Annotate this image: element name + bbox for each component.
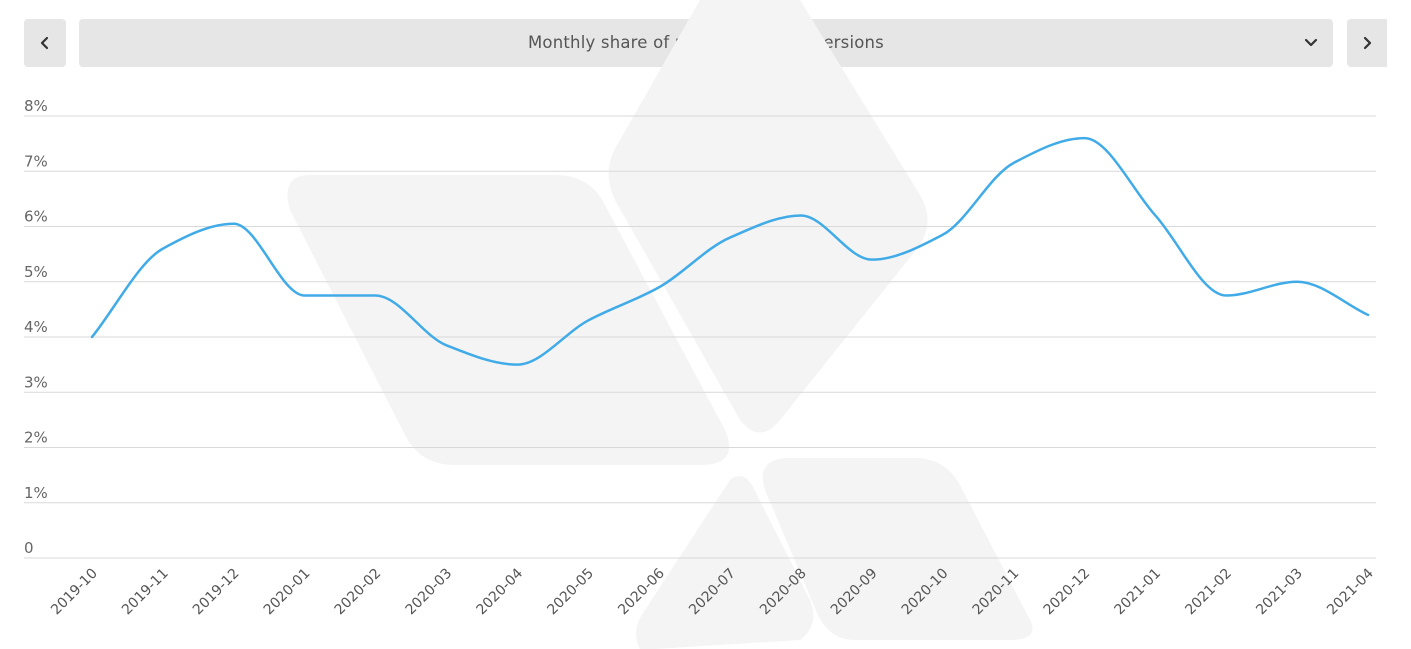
y-tick-label: 7% — [24, 152, 48, 170]
data-point-2021-04[interactable] — [1362, 309, 1374, 321]
data-point-2021-03[interactable] — [1291, 276, 1303, 288]
chevron-left-icon — [40, 36, 49, 50]
previous-chart-button[interactable] — [24, 19, 66, 67]
y-tick-label: 8% — [24, 97, 48, 115]
data-point-2019-11[interactable] — [157, 243, 169, 255]
x-tick-label: 2020-04 — [473, 565, 526, 618]
y-tick-label: 6% — [24, 208, 48, 226]
x-tick-label: 2020-05 — [544, 566, 597, 619]
data-point-2020-11[interactable] — [1008, 157, 1020, 169]
x-tick-label: 2020-03 — [403, 566, 456, 619]
data-point-2020-08[interactable] — [795, 209, 807, 221]
chevron-right-icon — [1363, 36, 1372, 50]
y-tick-label: 3% — [24, 373, 48, 391]
data-point-2021-02[interactable] — [1220, 290, 1232, 302]
x-tick-label: 2020-02 — [332, 566, 385, 619]
x-tick-label: 2021-04 — [1324, 565, 1377, 618]
y-tick-label: 5% — [24, 263, 48, 281]
data-point-2020-03[interactable] — [440, 339, 452, 351]
data-point-2021-01[interactable] — [1149, 209, 1161, 221]
data-point-2020-04[interactable] — [511, 359, 523, 371]
y-tick-label: 1% — [24, 484, 48, 502]
y-tick-label: 4% — [24, 318, 48, 336]
data-point-2020-06[interactable] — [653, 281, 665, 293]
y-tick-label: 2% — [24, 429, 48, 447]
chevron-down-icon — [1304, 38, 1318, 47]
series-group — [86, 132, 1374, 371]
data-point-2019-12[interactable] — [228, 218, 240, 230]
data-point-2020-01[interactable] — [299, 290, 311, 302]
x-tick-label: 2019-12 — [190, 566, 243, 619]
x-tick-label: 2020-12 — [1041, 566, 1094, 619]
x-tick-label: 2021-01 — [1111, 566, 1164, 619]
y-axis-tick-labels: 0 1% 2% 3% 4% 5% 6% 7% 8% — [24, 97, 48, 557]
y-tick-label: 0 — [24, 539, 34, 557]
y-gridlines — [24, 115, 1376, 559]
x-tick-label: 2019-11 — [119, 566, 172, 619]
series-line — [90, 136, 1370, 366]
data-point-2020-12[interactable] — [1078, 132, 1090, 144]
data-point-2019-10[interactable] — [86, 331, 98, 343]
x-tick-label: 2019-10 — [48, 566, 101, 619]
data-point-2020-07[interactable] — [724, 232, 736, 244]
x-tick-label: 2020-01 — [261, 566, 314, 619]
data-point-2020-05[interactable] — [582, 314, 594, 326]
data-point-2020-09[interactable] — [866, 254, 878, 266]
data-point-2020-10[interactable] — [937, 229, 949, 241]
watermark-logo — [287, 0, 1033, 649]
next-chart-button[interactable] — [1347, 19, 1387, 67]
x-tick-label: 2021-03 — [1253, 566, 1306, 619]
x-tick-label: 2021-02 — [1182, 566, 1235, 619]
data-point-2020-02[interactable] — [370, 290, 382, 302]
